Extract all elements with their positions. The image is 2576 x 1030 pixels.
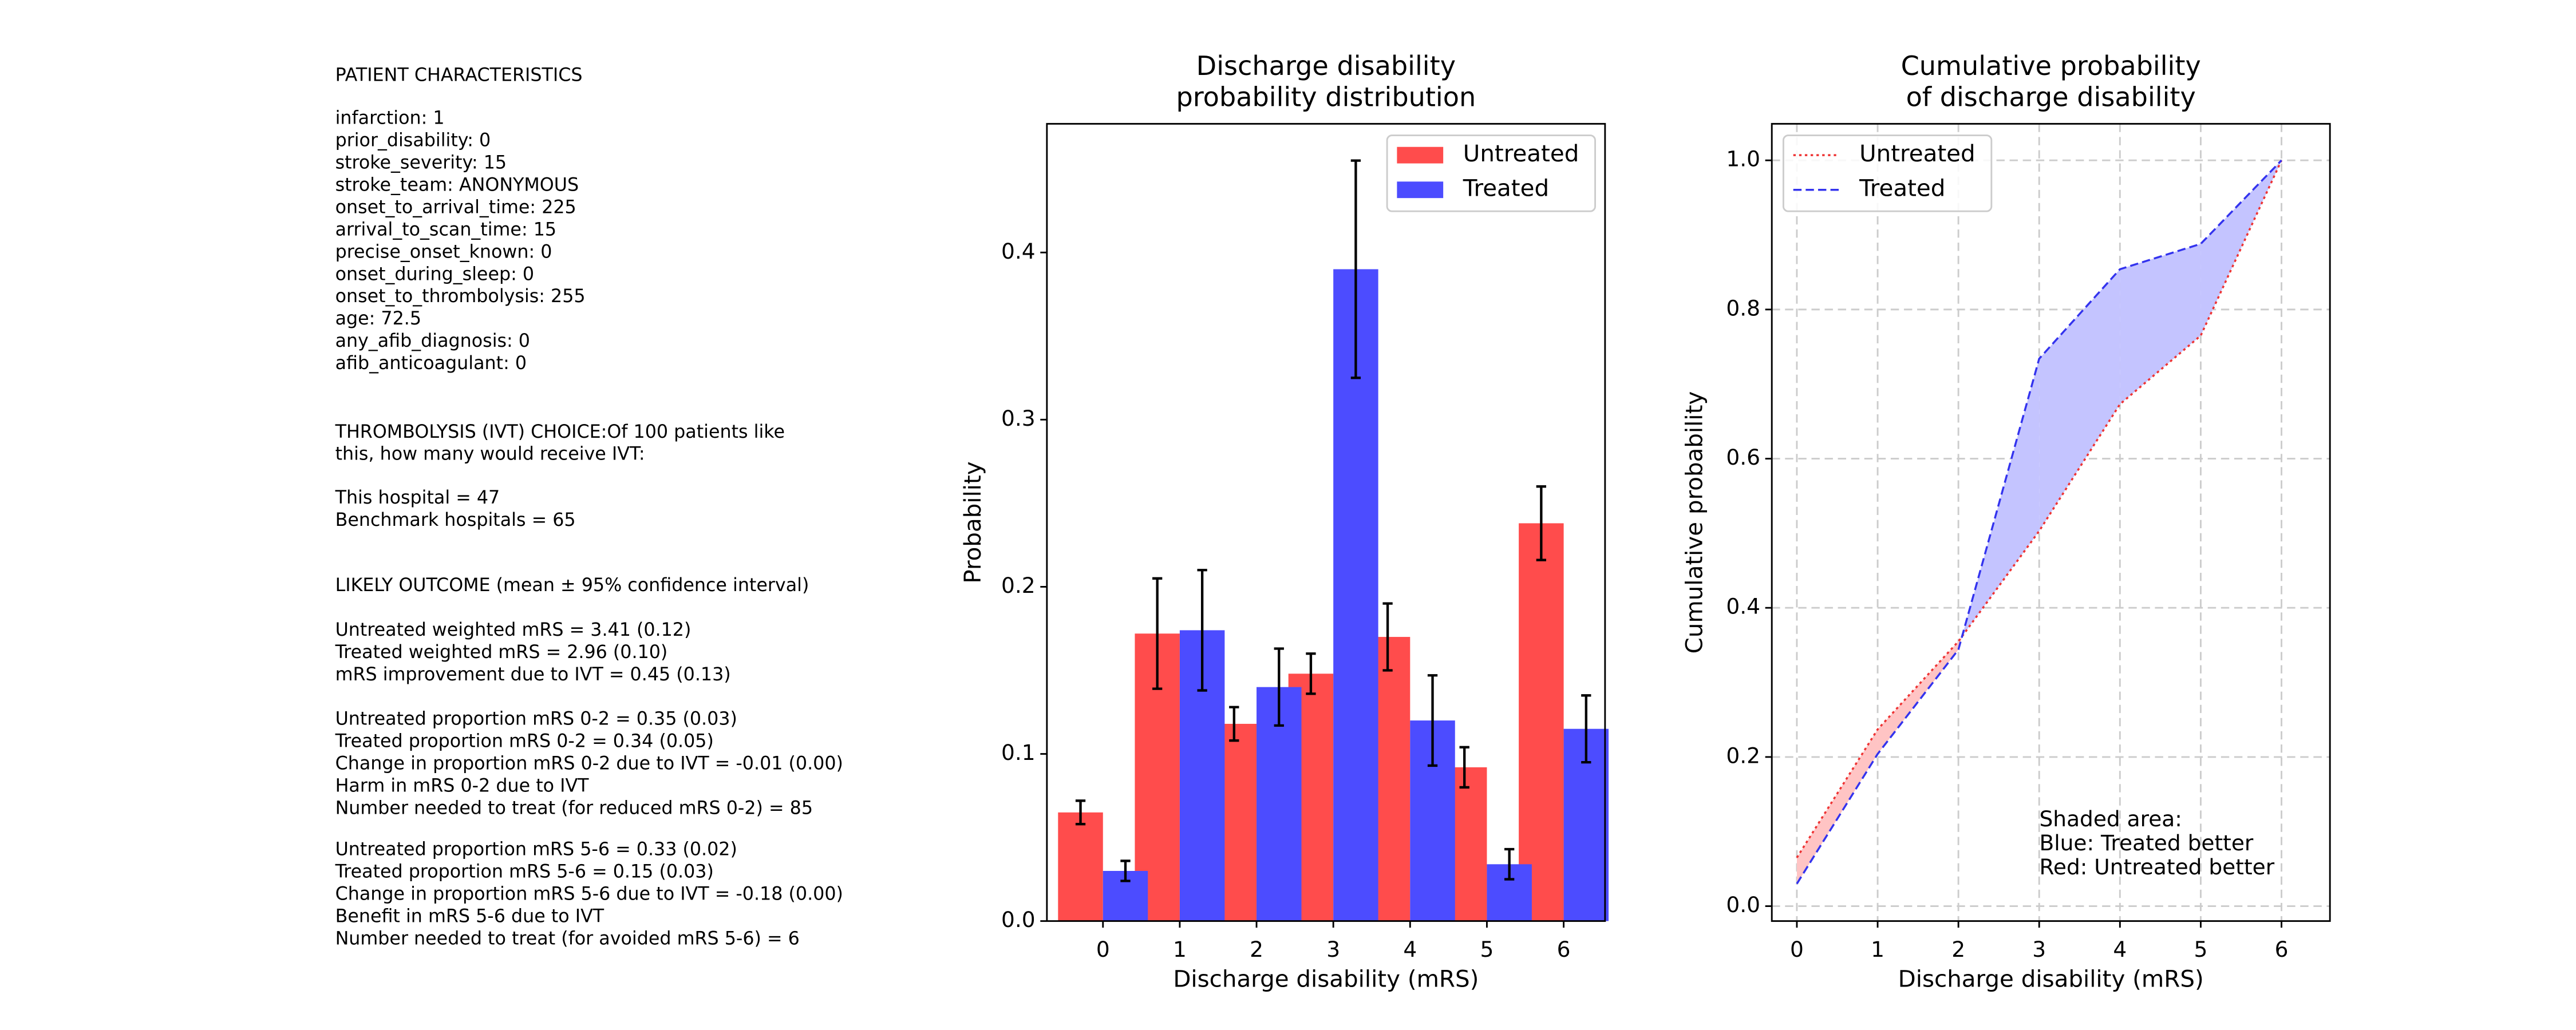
bar — [1519, 523, 1564, 921]
error-bar — [1459, 746, 1469, 789]
panel-line: PATIENT CHARACTERISTICS — [335, 65, 583, 86]
bar — [1058, 812, 1103, 921]
panel-line: onset_to_thrombolysis: 255 — [335, 286, 586, 307]
panel-line: Number needed to treat (for reduced mRS … — [335, 798, 813, 818]
x-tick-label: 5 — [2194, 937, 2208, 962]
error-bar — [1075, 799, 1086, 826]
y-tick-label: 0.0 — [1726, 892, 1760, 917]
error-bar — [1350, 159, 1361, 379]
panel-line: Treated weighted mRS = 2.96 (0.10) — [335, 642, 668, 663]
x-tick-label: 3 — [2032, 937, 2046, 962]
legend-swatch — [1397, 146, 1444, 164]
x-tick-label: 4 — [1403, 937, 1417, 962]
y-tick-label: 0.2 — [1001, 573, 1036, 598]
chart-title: Cumulative probability — [1901, 50, 2201, 81]
panel-line: afib_anticoagulant: 0 — [335, 353, 527, 374]
y-tick-label: 0.2 — [1726, 743, 1760, 768]
panel-line: Benchmark hospitals = 65 — [335, 510, 576, 530]
x-tick-label: 2 — [1951, 937, 1965, 962]
x-tick-label: 1 — [1871, 937, 1884, 962]
panel-line: This hospital = 47 — [335, 488, 500, 508]
y-tick-label: 0.4 — [1726, 594, 1760, 619]
x-tick-label: 6 — [2275, 937, 2289, 962]
x-axis-label: Discharge disability (mRS) — [1173, 965, 1479, 992]
error-bar — [1536, 485, 1546, 561]
line-series — [1796, 160, 2282, 885]
error-bar — [1274, 647, 1284, 727]
panel-line: infarction: 1 — [335, 108, 445, 129]
x-tick-label: 5 — [1480, 937, 1494, 962]
chart-title: probability distribution — [1176, 82, 1476, 113]
panel-line: Treated proportion mRS 5-6 = 0.15 (0.03) — [335, 862, 714, 882]
x-axis-label: Discharge disability (mRS) — [1898, 965, 2204, 992]
x-tick-label: 0 — [1790, 937, 1804, 962]
y-tick-label: 1.0 — [1726, 146, 1760, 172]
panel-line: stroke_severity: 15 — [335, 153, 507, 173]
y-tick-label: 0.1 — [1001, 740, 1036, 765]
panel-line: Untreated weighted mRS = 3.41 (0.12) — [335, 620, 692, 640]
axes-frame — [1046, 122, 1606, 922]
line-series — [1796, 160, 2283, 858]
x-tick-label: 0 — [1096, 937, 1110, 962]
chart-title: of discharge disability — [1906, 82, 2196, 113]
panel-line: Treated proportion mRS 0-2 = 0.34 (0.05) — [335, 731, 714, 752]
panel-line: THROMBOLYSIS (IVT) CHOICE:Of 100 patient… — [335, 422, 785, 442]
panel-line: Change in proportion mRS 0-2 due to IVT … — [335, 754, 843, 774]
legend-label: Untreated — [1859, 140, 1976, 167]
error-bar — [1504, 847, 1515, 881]
error-bar — [1581, 694, 1591, 764]
panel-line: this, how many would receive IVT: — [335, 444, 645, 465]
shaded-area — [2120, 244, 2201, 405]
panel-line: onset_during_sleep: 0 — [335, 264, 534, 284]
y-tick-label: 0.8 — [1726, 295, 1760, 320]
panel-line: Change in proportion mRS 5-6 due to IVT … — [335, 884, 843, 904]
annotation: Red: Untreated better — [2040, 854, 2275, 880]
error-bar — [1229, 706, 1239, 742]
panel-line: age: 72.5 — [335, 308, 421, 329]
panel-line: precise_onset_known: 0 — [335, 241, 552, 262]
x-tick-label: 1 — [1173, 937, 1187, 962]
y-tick-label: 0.6 — [1726, 445, 1760, 470]
x-tick-label: 4 — [2113, 937, 2127, 962]
error-bar — [1306, 652, 1316, 695]
y-tick-label: 0.3 — [1001, 406, 1036, 431]
legend-label: Treated — [1859, 175, 1945, 202]
panel-line: Benefit in mRS 5-6 due to IVT — [335, 906, 605, 926]
panel-line: any_afib_diagnosis: 0 — [335, 331, 530, 351]
panel-line: Number needed to treat (for avoided mRS … — [335, 928, 800, 949]
error-bar — [1382, 602, 1393, 672]
axes-frame — [1771, 122, 2331, 922]
x-tick-label: 6 — [1557, 937, 1571, 962]
x-tick-label: 2 — [1250, 937, 1263, 962]
shaded-area — [1796, 729, 1878, 884]
error-bar — [1197, 569, 1207, 692]
y-tick-label: 0.4 — [1001, 239, 1036, 264]
panel-line: LIKELY OUTCOME (mean ± 95% confidence in… — [335, 575, 809, 596]
y-axis-label: Probability — [959, 461, 986, 583]
shaded-area — [1878, 641, 1959, 754]
legend-label: Untreated — [1463, 140, 1579, 167]
y-tick-label: 0.0 — [1001, 907, 1036, 932]
legend-label: Treated — [1463, 175, 1549, 202]
shaded-area — [2039, 269, 2120, 531]
error-bar — [1427, 674, 1438, 767]
panel-line: stroke_team: ANONYMOUS — [335, 175, 579, 196]
panel-line: arrival_to_scan_time: 15 — [335, 219, 557, 240]
panel-line: prior_disability: 0 — [335, 130, 491, 151]
panel-line: Untreated proportion mRS 5-6 = 0.33 (0.0… — [335, 839, 737, 860]
chart-title: Discharge disability — [1196, 50, 1456, 81]
error-bar — [1120, 859, 1131, 882]
annotation: Shaded area: — [2040, 806, 2182, 831]
error-bar — [1152, 577, 1163, 690]
legend-swatch — [1397, 181, 1444, 199]
panel-line: Untreated proportion mRS 0-2 = 0.35 (0.0… — [335, 709, 737, 730]
y-axis-label: Cumulative probability — [1681, 391, 1708, 654]
panel-line: mRS improvement due to IVT = 0.45 (0.13) — [335, 664, 731, 685]
annotation: Blue: Treated better — [2040, 830, 2254, 855]
panel-line: Harm in mRS 0-2 due to IVT — [335, 776, 590, 797]
panel-line: onset_to_arrival_time: 225 — [335, 197, 576, 217]
x-tick-label: 3 — [1326, 937, 1340, 962]
